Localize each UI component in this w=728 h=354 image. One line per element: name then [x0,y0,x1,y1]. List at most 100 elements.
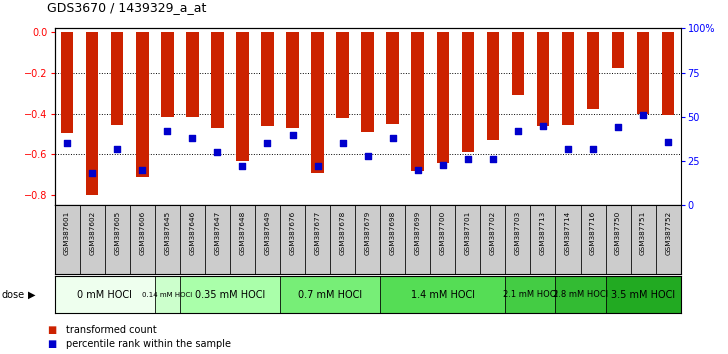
Bar [361,32,374,132]
Text: dose: dose [1,290,25,300]
Text: GSM387646: GSM387646 [189,211,195,255]
Point [111,146,123,152]
Text: GSM387750: GSM387750 [615,211,621,255]
Text: transformed count: transformed count [66,325,157,335]
Bar [130,205,155,274]
Point [212,149,223,155]
Text: GSM387714: GSM387714 [565,211,571,255]
Bar [236,32,249,161]
Text: GSM387648: GSM387648 [240,211,245,255]
Text: GSM387649: GSM387649 [264,211,271,255]
Bar [580,205,606,274]
Bar [662,32,674,115]
Point [512,128,523,134]
Point [287,132,298,137]
Point [387,135,398,141]
Point [437,162,448,167]
Text: GSM387701: GSM387701 [464,211,471,255]
Bar [486,32,499,140]
Text: percentile rank within the sample: percentile rank within the sample [66,339,231,349]
Text: GSM387698: GSM387698 [389,211,396,255]
Bar [230,205,255,274]
Bar [612,32,625,68]
Bar [430,205,455,274]
Text: GSM387678: GSM387678 [339,211,346,255]
Bar [180,276,280,313]
Bar [512,32,524,96]
Text: GSM387602: GSM387602 [89,211,95,255]
Text: 0.7 mM HOCl: 0.7 mM HOCl [298,290,362,300]
Text: 0 mM HOCl: 0 mM HOCl [77,290,132,300]
Bar [255,205,280,274]
Bar [555,205,580,274]
Text: 0.14 mM HOCl: 0.14 mM HOCl [142,292,192,298]
Point [61,141,73,146]
Point [537,123,549,129]
Point [261,141,273,146]
Text: GSM387716: GSM387716 [590,211,596,255]
Text: GSM387751: GSM387751 [640,211,646,255]
Point [337,141,349,146]
Bar [161,32,173,117]
Text: 2.8 mM HOCl: 2.8 mM HOCl [553,290,608,299]
Bar [505,276,555,313]
Bar [86,32,98,195]
Bar [312,32,324,173]
Text: GSM387676: GSM387676 [290,211,296,255]
Bar [155,205,180,274]
Text: GSM387703: GSM387703 [515,211,521,255]
Text: 3.5 mM HOCl: 3.5 mM HOCl [611,290,675,300]
Point [637,112,649,118]
Bar [505,205,531,274]
Text: GSM387713: GSM387713 [540,211,546,255]
Text: GSM387702: GSM387702 [490,211,496,255]
Bar [437,32,449,162]
Text: GSM387606: GSM387606 [139,211,146,255]
Text: GSM387752: GSM387752 [665,211,671,255]
Bar [462,32,474,153]
Bar [180,205,205,274]
Bar [606,276,681,313]
Bar [155,276,180,313]
Point [412,167,424,173]
Bar [455,205,480,274]
Text: 0.35 mM HOCl: 0.35 mM HOCl [195,290,265,300]
Text: GSM387679: GSM387679 [365,211,371,255]
Point [186,135,198,141]
Bar [630,205,656,274]
Bar [380,205,405,274]
Text: ▶: ▶ [28,290,35,300]
Bar [61,32,74,133]
Text: GSM387677: GSM387677 [314,211,320,255]
Bar [105,205,130,274]
Bar [280,205,305,274]
Text: GDS3670 / 1439329_a_at: GDS3670 / 1439329_a_at [47,1,207,14]
Bar [606,205,630,274]
Bar [111,32,124,125]
Bar [656,205,681,274]
Text: 1.4 mM HOCl: 1.4 mM HOCl [411,290,475,300]
Bar [211,32,223,128]
Point [87,171,98,176]
Bar [186,32,199,117]
Bar [387,32,399,124]
Text: GSM387699: GSM387699 [415,211,421,255]
Bar [280,276,380,313]
Bar [55,276,155,313]
Bar [562,32,574,125]
Point [612,125,624,130]
Text: GSM387647: GSM387647 [214,211,221,255]
Bar [336,32,349,118]
Point [487,156,499,162]
Bar [330,205,355,274]
Bar [537,32,549,126]
Point [237,164,248,169]
Bar [411,32,424,171]
Bar [531,205,555,274]
Bar [205,205,230,274]
Bar [355,205,380,274]
Text: GSM387605: GSM387605 [114,211,120,255]
Bar [380,276,505,313]
Bar [555,276,606,313]
Text: ■: ■ [47,339,57,349]
